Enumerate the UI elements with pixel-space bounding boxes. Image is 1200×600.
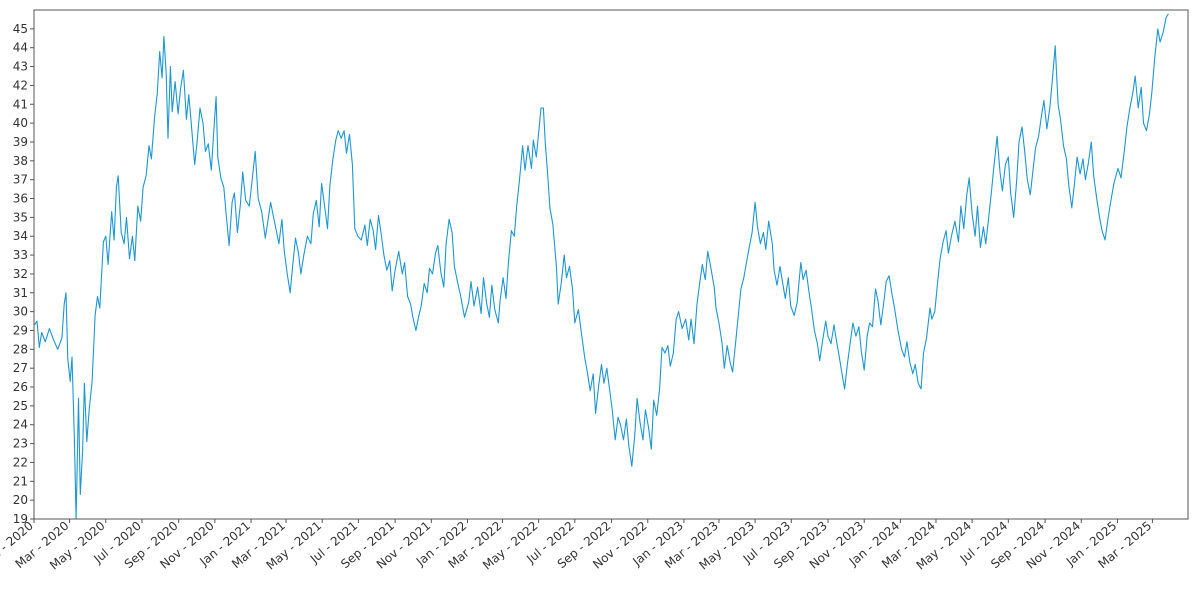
y-tick-label: 34 <box>13 229 28 243</box>
y-tick-label: 25 <box>13 399 28 413</box>
y-tick-label: 32 <box>13 267 28 281</box>
y-tick-label: 42 <box>13 78 28 92</box>
y-tick-label: 41 <box>13 97 28 111</box>
y-tick-label: 38 <box>13 154 28 168</box>
y-tick-label: 24 <box>13 418 28 432</box>
y-tick-label: 33 <box>13 248 28 262</box>
y-tick-label: 28 <box>13 342 28 356</box>
y-tick-label: 31 <box>13 286 28 300</box>
y-tick-label: 35 <box>13 210 28 224</box>
y-tick-label: 23 <box>13 437 28 451</box>
y-tick-label: 22 <box>13 455 28 469</box>
y-tick-label: 27 <box>13 361 28 375</box>
y-tick-label: 45 <box>13 22 28 36</box>
y-tick-label: 43 <box>13 60 28 74</box>
y-tick-label: 26 <box>13 380 28 394</box>
y-tick-label: 29 <box>13 323 28 337</box>
y-tick-label: 20 <box>13 493 28 507</box>
y-tick-label: 36 <box>13 192 28 206</box>
series-line <box>34 13 1169 520</box>
y-axis: 19 20 21 22 23 24 25 26 27 28 29 30 31 32 33 34 35 36 37 38… <box>13 22 34 526</box>
y-tick-label: 39 <box>13 135 28 149</box>
plot-area-frame <box>33 9 1189 520</box>
y-tick-label: 19 <box>13 512 28 526</box>
y-tick-label: 21 <box>13 474 28 488</box>
y-tick-label: 40 <box>13 116 28 130</box>
y-tick-label: 44 <box>13 41 28 55</box>
y-tick-label: 30 <box>13 305 28 319</box>
y-tick-label: 37 <box>13 173 28 187</box>
